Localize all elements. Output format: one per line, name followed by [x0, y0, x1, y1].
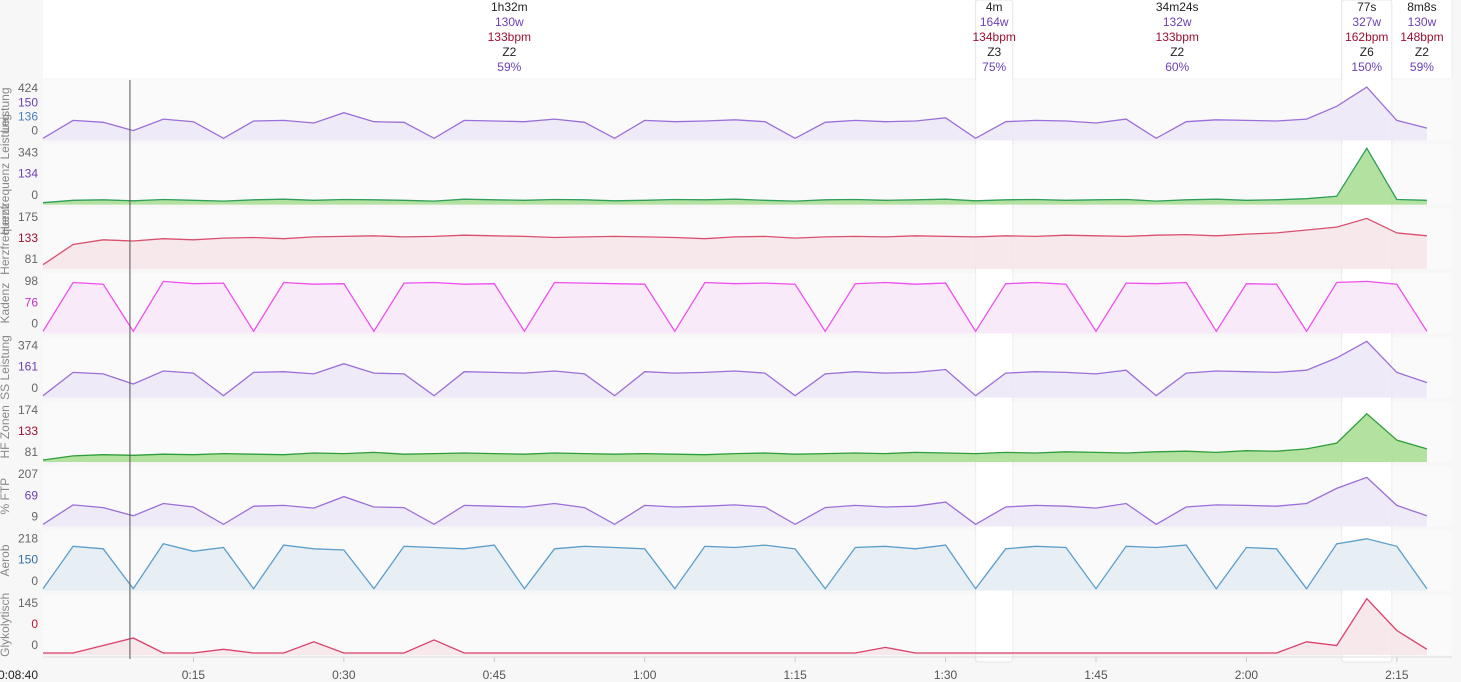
panel-name: HF Zonen	[0, 405, 12, 458]
header-band	[43, 0, 1452, 78]
area	[43, 218, 1427, 269]
interval-text: 1h32m	[491, 0, 528, 14]
interval-text: Z2	[1415, 45, 1429, 59]
interval-text: 34m24s	[1156, 0, 1199, 14]
area	[43, 598, 1427, 655]
panel-name: % FTP	[0, 478, 12, 515]
axis-label: 0	[31, 617, 38, 631]
area	[43, 87, 1427, 141]
axis-label: 218	[18, 532, 38, 546]
axis-label: 134	[18, 167, 38, 181]
axis-label: 9	[31, 510, 38, 524]
x-tick-label: 2:15	[1385, 668, 1409, 682]
x-tick-label: 0:15	[182, 668, 206, 682]
interval-text: 59%	[1410, 60, 1434, 74]
interval-text: 164w	[980, 15, 1009, 29]
axis-label: 0	[31, 638, 38, 652]
interval-text: 60%	[1165, 60, 1189, 74]
panel-name: Leistung	[0, 87, 12, 132]
x-tick-label: 1:15	[783, 668, 807, 682]
axis-label: 0	[31, 574, 38, 588]
axis-label: 69	[25, 488, 39, 502]
x-tick-label: 1:00	[633, 668, 657, 682]
x-tick-label: 0:45	[483, 668, 507, 682]
panel-bg	[43, 144, 1452, 205]
panel-name: Herzfrequenz	[0, 203, 12, 275]
line	[42, 217, 1427, 266]
x-tick-label: 0:30	[332, 668, 356, 682]
x-tick-label: 2:00	[1235, 668, 1259, 682]
line	[42, 147, 1427, 204]
axis-label: 150	[18, 553, 38, 567]
line	[42, 412, 1428, 461]
axis-label: 161	[18, 360, 38, 374]
axis-label: 145	[18, 596, 38, 610]
x-tick-label: 1:45	[1084, 668, 1108, 682]
area	[43, 538, 1427, 591]
area	[43, 477, 1427, 527]
axis-label: 175	[18, 210, 38, 224]
interval-text: Z3	[987, 45, 1001, 59]
overlay: 0:15 0:30 0:45 1:00 1:15 1:30 1:45 2:00 2:15 0:08…	[0, 80, 1452, 682]
panel-name: Glykolytisch	[0, 593, 12, 657]
interval-text: 75%	[982, 60, 1006, 74]
interval-text: 8m8s	[1407, 0, 1436, 14]
interval-text: 132w	[1163, 15, 1192, 29]
interval-text: 327w	[1352, 15, 1381, 29]
panel-bg	[43, 594, 1452, 655]
interval-text: 133bpm	[1156, 30, 1199, 44]
axis-label: 133	[18, 424, 38, 438]
interval-text: 133bpm	[488, 30, 531, 44]
interval-text: 130w	[495, 15, 524, 29]
axis-label: 136	[18, 109, 38, 123]
line	[42, 280, 1428, 333]
axis-label: 424	[18, 81, 38, 95]
axis-label: 98	[25, 274, 39, 288]
interval-text: Z2	[1170, 45, 1184, 59]
interval-text: Z2	[502, 45, 516, 59]
axis-label: 0	[31, 317, 38, 331]
area	[43, 281, 1427, 334]
line	[42, 538, 1428, 590]
axis-label: 0	[31, 381, 38, 395]
interval-text: 130w	[1408, 15, 1437, 29]
area	[43, 413, 1427, 462]
axis-label: 81	[25, 252, 39, 266]
interval-text: 150%	[1351, 60, 1382, 74]
line	[43, 597, 1428, 654]
panel-name: Aerob	[0, 544, 12, 576]
line	[42, 340, 1428, 397]
panel-name: Kadenz	[0, 283, 12, 324]
axis-label: 81	[25, 445, 39, 459]
interval-text: 162bpm	[1345, 30, 1388, 44]
panel-name: Herzfrequenz Leistung	[0, 114, 12, 235]
interval-text: 4m	[986, 0, 1003, 14]
axis-label: 374	[18, 339, 38, 353]
axis-label: 207	[18, 467, 38, 481]
axis-label: 174	[18, 403, 38, 417]
axis-label: 150	[18, 95, 38, 109]
interval-text: 59%	[497, 60, 521, 74]
axis-label: 133	[18, 231, 38, 245]
interval-text: 148bpm	[1400, 30, 1443, 44]
axis-label: 343	[18, 146, 38, 160]
interval-text: Z6	[1360, 45, 1374, 59]
x-tick-label: 1:30	[934, 668, 958, 682]
axis-label: 0	[31, 124, 38, 138]
interval-text: 77s	[1357, 0, 1376, 14]
interval-text: 134bpm	[973, 30, 1016, 44]
cursor-label: 0:08:40	[0, 668, 38, 682]
axis-label: 0	[31, 188, 38, 202]
line	[42, 476, 1428, 526]
area	[43, 341, 1427, 398]
line	[42, 86, 1428, 140]
panel-name: SS Leistung	[0, 335, 12, 400]
axis-label: 76	[25, 295, 39, 309]
